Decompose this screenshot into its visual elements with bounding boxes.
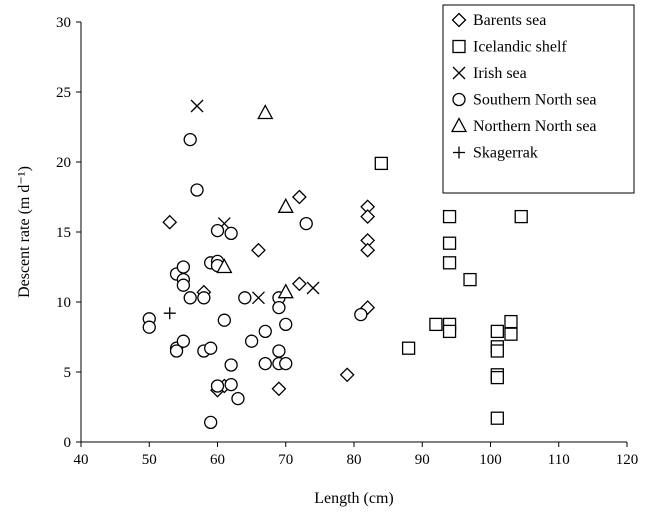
x-tick-label: 60 (210, 452, 225, 468)
series-northern-north-sea (216, 104, 294, 299)
y-tick-label: 0 (64, 435, 72, 451)
data-point-southern-north-sea (224, 226, 238, 241)
data-point-icelandic-shelf (442, 256, 457, 270)
data-point-barents-sea (251, 242, 266, 258)
data-point-southern-north-sea (279, 356, 293, 371)
data-point-southern-north-sea (210, 223, 225, 238)
data-point-icelandic-shelf (442, 236, 457, 250)
legend-marker-skagerrak (453, 146, 465, 159)
legend-label-icelandic-shelf: Icelandic shelf (473, 39, 567, 56)
data-point-southern-north-sea (279, 317, 293, 332)
x-tick-label: 100 (479, 452, 502, 468)
data-point-southern-north-sea (176, 278, 191, 292)
data-point-barents-sea (360, 209, 376, 225)
x-tick-label: 70 (278, 452, 293, 468)
data-point-icelandic-shelf (442, 324, 457, 339)
data-point-barents-sea (291, 276, 307, 292)
data-point-irish-sea (190, 99, 204, 113)
data-point-barents-sea (162, 214, 178, 230)
legend-label-southern-north-sea: Southern North sea (473, 92, 597, 109)
legend-marker-icelandic-shelf (452, 39, 466, 54)
data-point-northern-north-sea (277, 283, 294, 299)
data-point-irish-sea (251, 291, 265, 305)
data-point-icelandic-shelf (490, 411, 504, 425)
data-point-southern-north-sea (183, 132, 197, 147)
data-point-southern-north-sea (354, 307, 368, 322)
data-point-southern-north-sea (176, 260, 191, 274)
data-point-icelandic-shelf (490, 370, 504, 385)
legend-label-barents-sea: Barents sea (473, 12, 546, 29)
data-point-southern-north-sea (217, 313, 231, 327)
data-point-southern-north-sea (183, 291, 197, 305)
legend-box (442, 4, 635, 194)
legend-marker-irish-sea (452, 66, 466, 80)
data-point-icelandic-shelf (490, 324, 504, 339)
data-point-southern-north-sea (169, 344, 184, 358)
legend: Barents sea Icelandic shelf Irish sea South… (442, 4, 635, 194)
data-point-northern-north-sea (277, 197, 294, 213)
data-point-icelandic-shelf (504, 327, 518, 341)
data-point-icelandic-shelf (490, 344, 504, 358)
x-tick-label: 50 (142, 452, 157, 468)
x-tick-label: 40 (74, 452, 89, 468)
y-tick-label: 25 (56, 85, 71, 101)
data-point-icelandic-shelf (401, 341, 416, 355)
y-tick-label: 30 (56, 15, 71, 31)
data-point-southern-north-sea (204, 415, 218, 430)
y-tick-label: 5 (64, 365, 72, 381)
data-point-barents-sea (339, 367, 355, 383)
data-point-icelandic-shelf (463, 272, 477, 287)
data-point-irish-sea (306, 281, 320, 295)
data-point-southern-north-sea (224, 358, 238, 372)
data-point-southern-north-sea (176, 334, 191, 348)
data-point-southern-north-sea (244, 334, 259, 348)
data-point-skagerrak (163, 307, 176, 320)
data-point-icelandic-shelf (429, 317, 443, 332)
data-point-southern-north-sea (258, 324, 272, 339)
data-point-barents-sea (291, 189, 307, 205)
data-point-southern-north-sea (204, 341, 218, 355)
data-points (142, 99, 528, 430)
legend-marker-northern-north-sea (450, 117, 468, 133)
data-point-southern-north-sea (190, 183, 204, 197)
data-point-southern-north-sea (224, 377, 238, 392)
data-point-southern-north-sea (238, 291, 252, 305)
data-point-northern-north-sea (216, 258, 233, 274)
series-skagerrak (163, 307, 176, 320)
data-point-barents-sea (360, 242, 376, 258)
data-point-barents-sea (271, 381, 287, 397)
data-point-icelandic-shelf (374, 156, 388, 171)
legend-marker-southern-north-sea (452, 92, 466, 107)
x-tick-label: 90 (415, 452, 430, 468)
x-axis-label: Length (cm) (314, 490, 394, 507)
legend-label-irish-sea: Irish sea (473, 65, 527, 82)
y-tick-label: 10 (56, 295, 71, 311)
x-tick-label: 120 (616, 452, 639, 468)
data-point-southern-north-sea (231, 391, 245, 406)
legend-marker-barents-sea (451, 12, 467, 28)
x-tick-label: 80 (347, 452, 362, 468)
legend-label-northern-north-sea: Northern North sea (473, 118, 597, 135)
series-southern-north-sea (142, 132, 368, 430)
y-tick-label: 15 (56, 225, 71, 241)
data-point-southern-north-sea (210, 379, 225, 393)
series-icelandic-shelf (374, 156, 528, 425)
y-axis-label: Descent rate (m d⁻¹) (16, 166, 33, 298)
axes: 40 50 60 70 80 90 100 110 120 0 5 10 15 20 25 30 (56, 15, 638, 468)
data-point-southern-north-sea (258, 356, 272, 371)
legend-label-skagerrak: Skagerrak (473, 145, 538, 162)
data-point-southern-north-sea (197, 291, 211, 305)
data-point-southern-north-sea (142, 320, 156, 334)
data-point-icelandic-shelf (442, 209, 457, 224)
y-tick-label: 20 (56, 155, 71, 171)
data-point-icelandic-shelf (514, 209, 528, 224)
data-point-southern-north-sea (299, 216, 313, 231)
data-point-southern-north-sea (272, 344, 286, 358)
data-point-icelandic-shelf (504, 314, 518, 329)
x-tick-label: 110 (548, 452, 570, 468)
data-point-southern-north-sea (272, 300, 286, 315)
data-point-northern-north-sea (257, 104, 274, 120)
